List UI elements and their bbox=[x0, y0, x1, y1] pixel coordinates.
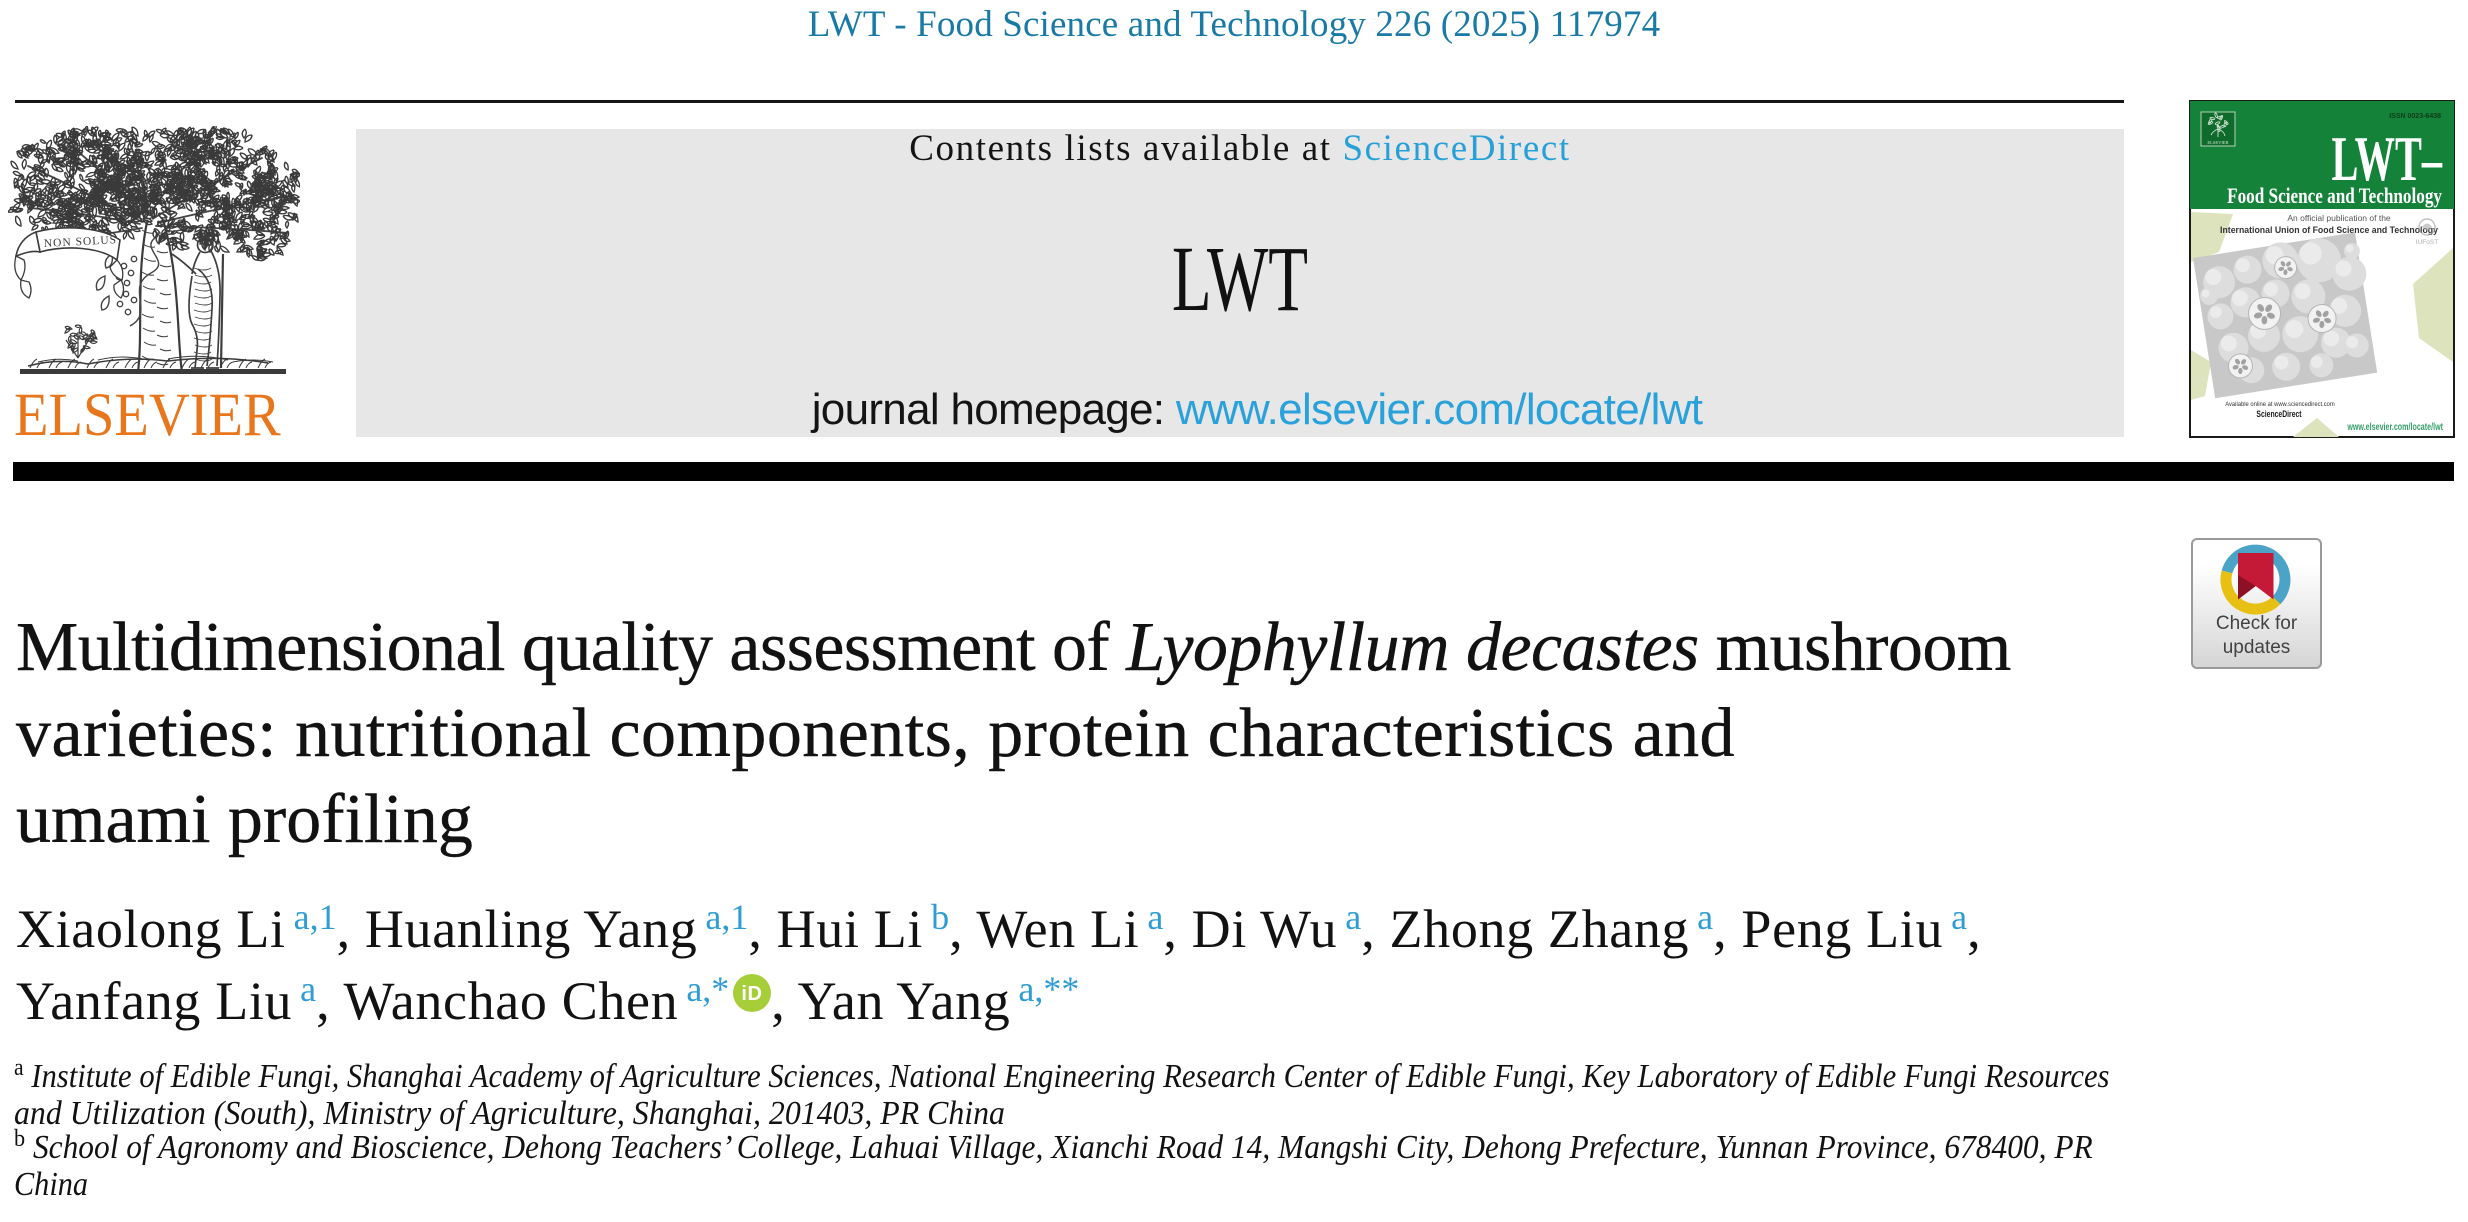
svg-text:ISSN 0023-6438: ISSN 0023-6438 bbox=[2389, 113, 2441, 120]
svg-text:An official publication of the: An official publication of the bbox=[2287, 213, 2391, 223]
svg-text:NON SOLUS: NON SOLUS bbox=[44, 234, 118, 250]
svg-text:ScienceDirect: ScienceDirect bbox=[2256, 409, 2301, 419]
svg-text:Food Science and Technology: Food Science and Technology bbox=[2227, 184, 2442, 209]
svg-text:iD: iD bbox=[742, 983, 763, 1005]
svg-text:International Union of Food Sc: International Union of Food Science and … bbox=[2220, 225, 2439, 235]
svg-text:IUFoST: IUFoST bbox=[2416, 239, 2438, 246]
svg-text:Available online at www.scienc: Available online at www.sciencedirect.co… bbox=[2225, 401, 2335, 408]
svg-text:ELSEVIER: ELSEVIER bbox=[2207, 140, 2228, 145]
svg-text:LWT–: LWT– bbox=[2331, 123, 2442, 195]
svg-text:www.elsevier.com/locate/lwt: www.elsevier.com/locate/lwt bbox=[2347, 421, 2443, 433]
